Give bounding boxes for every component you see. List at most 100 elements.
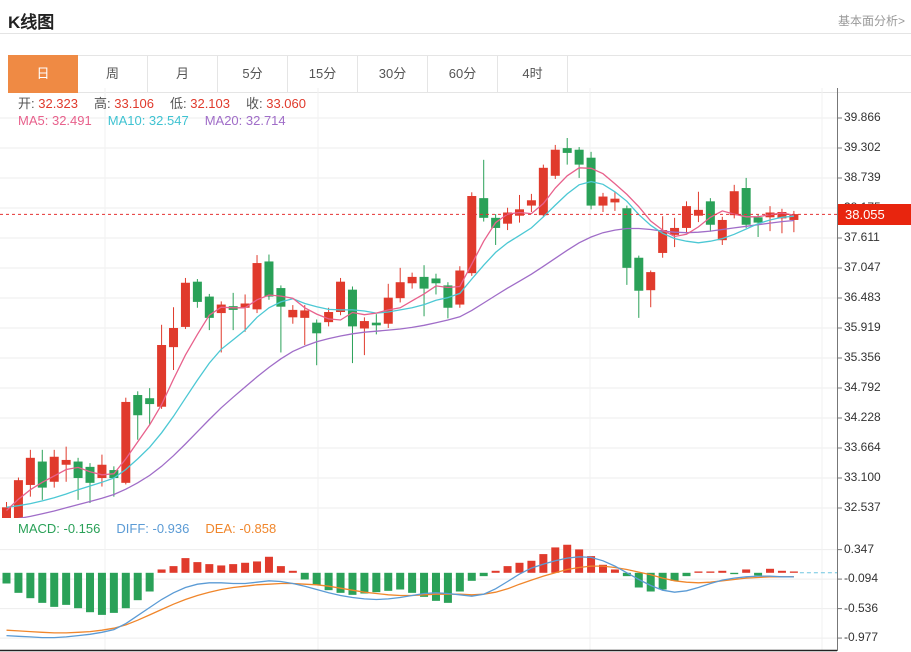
macd-bar — [443, 572, 452, 603]
candle — [419, 276, 429, 289]
macd-bar — [599, 564, 607, 573]
macd-bar — [718, 570, 727, 573]
macd-bar — [181, 558, 190, 573]
candle — [610, 198, 620, 203]
candle — [646, 272, 656, 291]
macd-bar — [658, 572, 667, 590]
candle — [467, 196, 477, 274]
macd-bar — [706, 571, 715, 573]
page-title: K线图 — [8, 13, 55, 32]
tab-interval-6[interactable]: 60分 — [428, 56, 498, 92]
candle — [407, 276, 417, 284]
macd-bar — [348, 572, 357, 595]
candle — [37, 461, 47, 488]
fundamental-analysis-link[interactable]: 基本面分析> — [837, 14, 905, 28]
tab-interval-2[interactable]: 月 — [148, 56, 218, 92]
macd-bar — [789, 571, 798, 573]
macd-bar — [503, 566, 512, 573]
ma-item-0: MA5: 32.491 — [18, 113, 92, 128]
last-price-tag: 38.055 — [838, 203, 911, 225]
tab-interval-7[interactable]: 4时 — [498, 56, 568, 92]
macd-axis-label: -0.536 — [844, 600, 879, 615]
macd-bar — [276, 566, 285, 573]
tab-interval-0[interactable]: 日 — [8, 55, 78, 93]
candle — [61, 459, 71, 465]
macd-bar — [396, 572, 405, 590]
tab-interval-3[interactable]: 5分 — [218, 56, 288, 92]
macd-axis-label: -0.094 — [844, 571, 879, 586]
ma20-line — [17, 219, 794, 518]
ma5-line — [6, 167, 795, 511]
price-axis-label: 33.664 — [844, 440, 881, 454]
ma10-line — [6, 180, 794, 508]
candle — [252, 263, 262, 310]
candle — [49, 456, 59, 482]
macd-bar — [372, 572, 381, 593]
candle — [169, 327, 179, 348]
axis-frame — [0, 88, 842, 652]
ohlc-item-3: 收: 33.060 — [246, 96, 306, 111]
ohlc-legend: 开: 32.323 高: 33.106 低: 32.103 收: 33.060 — [18, 93, 322, 112]
macd-bar — [491, 570, 500, 573]
macd-bar — [646, 572, 655, 592]
macd-bar — [777, 570, 786, 573]
ohlc-item-0: 开: 32.323 — [18, 96, 78, 111]
price-axis-label: 35.356 — [844, 350, 881, 364]
candle — [431, 278, 441, 284]
price-axis-label: 39.302 — [844, 140, 881, 154]
candle — [682, 206, 692, 228]
candle — [777, 211, 787, 219]
macd-bar — [384, 572, 393, 591]
macd-bar — [253, 561, 262, 573]
macd-bar — [62, 572, 71, 605]
candle — [25, 457, 35, 485]
macd-bar — [610, 569, 619, 573]
macd-bar — [527, 560, 536, 573]
macd-bar — [26, 572, 35, 599]
macd-axis-label: -0.977 — [844, 630, 879, 645]
title-divider — [0, 33, 911, 34]
candle — [264, 261, 274, 297]
candle — [324, 312, 334, 323]
price-axis-label: 36.483 — [844, 290, 881, 304]
candle — [753, 217, 763, 223]
candle — [693, 209, 703, 216]
macd-bar — [193, 562, 202, 573]
candle — [622, 208, 632, 268]
macd-bar — [563, 544, 572, 573]
price-axis-label: 35.919 — [844, 320, 881, 334]
tab-interval-4[interactable]: 15分 — [288, 56, 358, 92]
macd-bar — [229, 564, 238, 573]
candle — [204, 296, 214, 318]
candle — [598, 196, 608, 206]
candle — [658, 230, 668, 253]
candle — [503, 212, 513, 224]
candle — [288, 309, 298, 318]
price-axis-label: 39.866 — [844, 110, 881, 124]
macd-bar — [312, 572, 321, 585]
price-axis-label: 34.792 — [844, 380, 881, 394]
candle — [550, 149, 560, 176]
macd-bar — [479, 572, 488, 577]
candle — [538, 167, 548, 216]
candle — [574, 149, 584, 165]
macd-bar — [360, 572, 369, 594]
macd-bar — [766, 568, 775, 573]
candle — [705, 201, 715, 225]
price-axis-label: 37.611 — [844, 230, 880, 244]
macd-bar — [14, 572, 23, 593]
macd-bar — [420, 572, 429, 597]
tab-interval-1[interactable]: 周 — [78, 56, 148, 92]
macd-bar — [682, 572, 691, 577]
ma-item-1: MA10: 32.547 — [107, 113, 189, 128]
macd-bar — [551, 547, 560, 573]
candle — [479, 198, 489, 218]
tab-interval-5[interactable]: 30分 — [358, 56, 428, 92]
candle — [133, 395, 143, 416]
price-axis-label: 37.047 — [844, 260, 881, 274]
macd-item-1: DIFF: -0.936 — [116, 521, 190, 536]
candle — [121, 401, 131, 483]
ma-legend: MA5: 32.491 MA10: 32.547 MA20: 32.714 — [18, 113, 302, 128]
